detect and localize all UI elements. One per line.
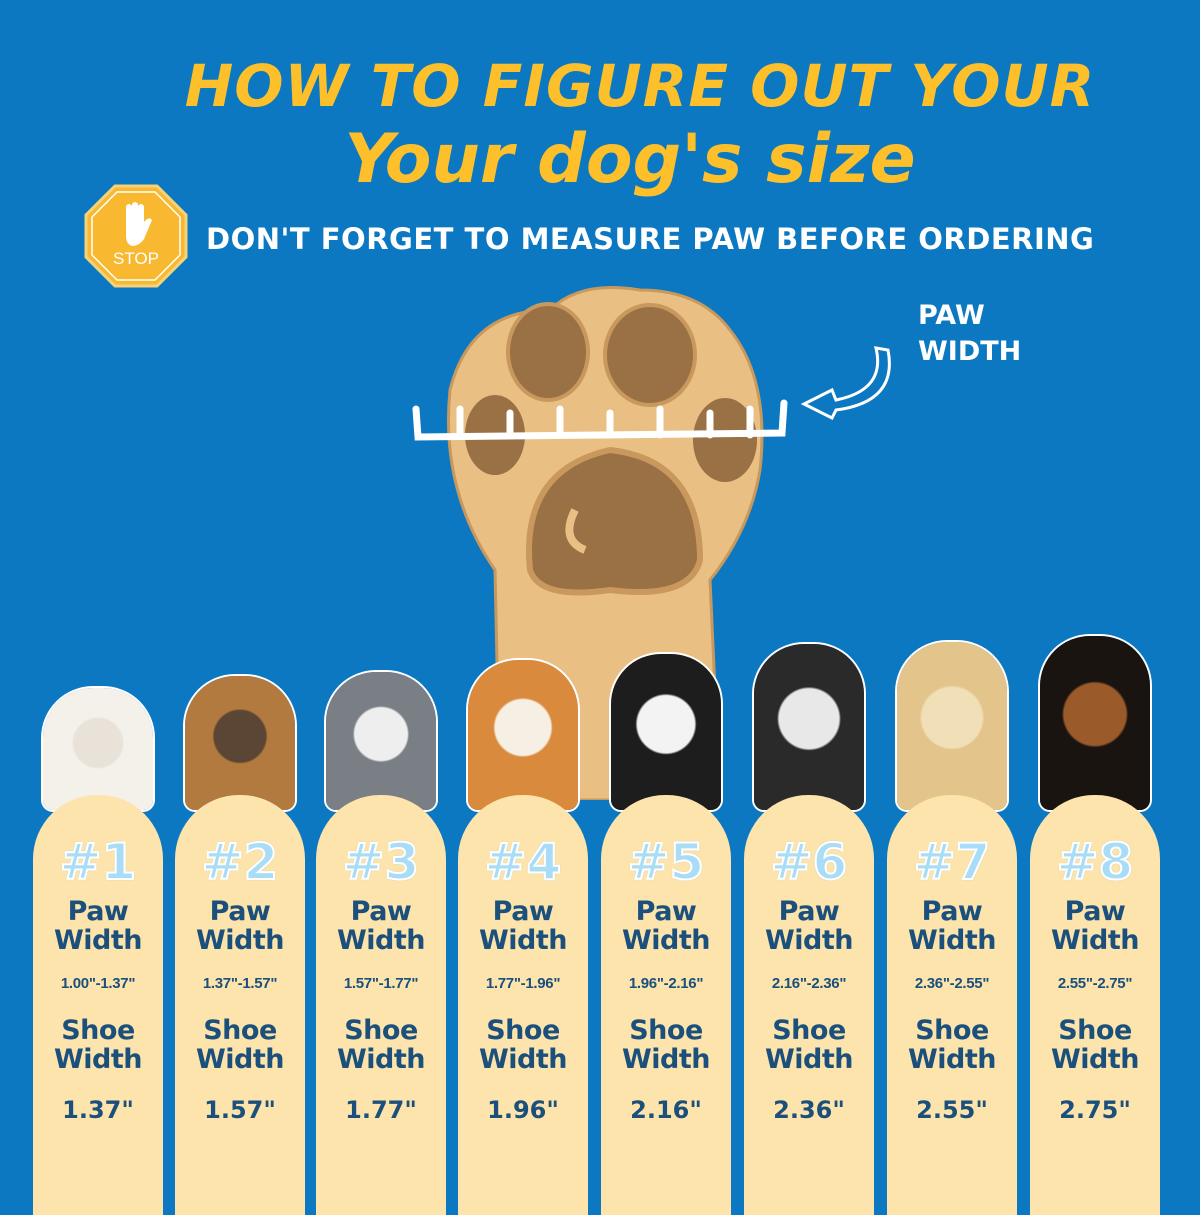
size-number: #5 bbox=[627, 832, 706, 892]
paw-width-label: Paw Width bbox=[196, 896, 285, 956]
title-line-2: Your dog's size bbox=[344, 120, 916, 199]
dog-photo bbox=[326, 672, 436, 810]
dog-photo bbox=[611, 654, 721, 810]
size-card: #5 Paw Width 1.96"-2.16" Shoe Width 2.16" bbox=[601, 795, 731, 1215]
shoe-width-value: 1.96" bbox=[487, 1096, 559, 1124]
dog-photo bbox=[754, 644, 864, 810]
paw-width-label: PAW WIDTH bbox=[918, 300, 1022, 367]
size-number: #7 bbox=[913, 832, 992, 892]
paw-width-label: Paw Width bbox=[337, 896, 426, 956]
shoe-width-value: 1.37" bbox=[62, 1096, 134, 1124]
title-line-1: HOW TO FIGURE OUT YOUR bbox=[184, 52, 1096, 120]
shoe-width-value: 1.77" bbox=[345, 1096, 417, 1124]
shoe-width-value: 2.16" bbox=[630, 1096, 702, 1124]
dog-photo bbox=[43, 688, 153, 810]
shoe-width-label: Shoe Width bbox=[1051, 1015, 1140, 1075]
paw-width-range: 2.16"-2.36" bbox=[771, 975, 847, 992]
size-card: #2 Paw Width 1.37"-1.57" Shoe Width 1.57" bbox=[175, 795, 305, 1215]
size-card: #3 Paw Width 1.57"-1.77" Shoe Width 1.77" bbox=[316, 795, 446, 1215]
size-number: #4 bbox=[484, 832, 563, 892]
shoe-width-label: Shoe Width bbox=[479, 1015, 568, 1075]
size-card: #7 Paw Width 2.36"-2.55" Shoe Width 2.55" bbox=[887, 795, 1017, 1215]
paw-width-range: 1.77"-1.96" bbox=[485, 975, 561, 992]
shoe-width-value: 2.75" bbox=[1059, 1096, 1131, 1124]
size-number: #3 bbox=[342, 832, 421, 892]
size-card: #8 Paw Width 2.55"-2.75" Shoe Width 2.75" bbox=[1030, 795, 1160, 1215]
paw-width-label: Paw Width bbox=[908, 896, 997, 956]
shoe-width-label: Shoe Width bbox=[337, 1015, 426, 1075]
paw-width-label: Paw Width bbox=[479, 896, 568, 956]
size-number: #1 bbox=[59, 832, 138, 892]
paw-width-range: 1.96"-2.16" bbox=[628, 975, 704, 992]
size-card: #6 Paw Width 2.16"-2.36" Shoe Width 2.36" bbox=[744, 795, 874, 1215]
paw-width-range: 2.36"-2.55" bbox=[914, 975, 990, 992]
paw-width-label: Paw Width bbox=[1051, 896, 1140, 956]
dog-photo bbox=[468, 660, 578, 810]
dog-photo bbox=[185, 676, 295, 810]
paw-width-range: 1.57"-1.77" bbox=[343, 975, 419, 992]
paw-width-range: 2.55"-2.75" bbox=[1057, 975, 1133, 992]
shoe-width-label: Shoe Width bbox=[196, 1015, 285, 1075]
dog-photo bbox=[897, 642, 1007, 810]
paw-width-label: Paw Width bbox=[622, 896, 711, 956]
shoe-width-label: Shoe Width bbox=[908, 1015, 997, 1075]
size-number: #8 bbox=[1056, 832, 1135, 892]
shoe-width-value: 1.57" bbox=[204, 1096, 276, 1124]
size-card: #1 Paw Width 1.00"-1.37" Shoe Width 1.37" bbox=[33, 795, 163, 1215]
paw-width-label: Paw Width bbox=[765, 896, 854, 956]
dog-photo bbox=[1040, 636, 1150, 810]
svg-text:STOP: STOP bbox=[113, 249, 159, 268]
shoe-width-value: 2.36" bbox=[773, 1096, 845, 1124]
shoe-width-label: Shoe Width bbox=[54, 1015, 143, 1075]
ruler-icon bbox=[412, 399, 788, 441]
size-card: #4 Paw Width 1.77"-1.96" Shoe Width 1.96" bbox=[458, 795, 588, 1215]
stop-sign-icon: STOP bbox=[84, 184, 188, 288]
size-number: #2 bbox=[201, 832, 280, 892]
paw-width-label: Paw Width bbox=[54, 896, 143, 956]
size-number: #6 bbox=[770, 832, 849, 892]
shoe-width-label: Shoe Width bbox=[765, 1015, 854, 1075]
arrow-icon bbox=[800, 346, 891, 420]
paw-width-range: 1.00"-1.37" bbox=[60, 975, 136, 992]
subtitle: DON'T FORGET TO MEASURE PAW BEFORE ORDER… bbox=[206, 222, 1095, 256]
paw-width-range: 1.37"-1.57" bbox=[202, 975, 278, 992]
shoe-width-value: 2.55" bbox=[916, 1096, 988, 1124]
shoe-width-label: Shoe Width bbox=[622, 1015, 711, 1075]
